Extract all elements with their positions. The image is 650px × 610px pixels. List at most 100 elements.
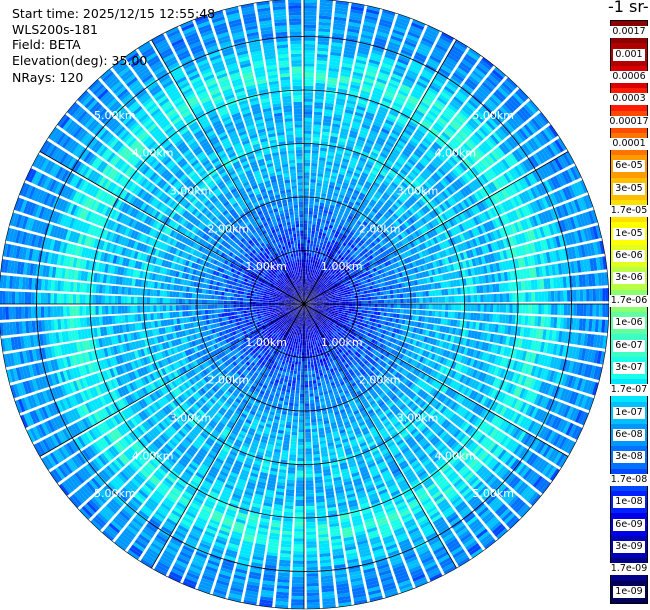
beta-gate xyxy=(426,25,440,34)
beta-gate xyxy=(317,44,329,49)
beta-gate xyxy=(344,265,349,270)
beta-gate xyxy=(338,307,343,310)
beta-gate xyxy=(453,116,464,126)
beta-gate xyxy=(331,274,335,278)
beta-gate xyxy=(334,159,341,165)
beta-gate xyxy=(354,239,360,244)
beta-gate xyxy=(329,301,333,303)
beta-gate xyxy=(505,77,518,89)
beta-gate xyxy=(493,67,506,78)
beta-gate xyxy=(415,190,423,198)
beta-gate xyxy=(480,304,484,312)
beta-gate xyxy=(396,61,408,69)
beta-gate xyxy=(328,286,332,290)
beta-gate xyxy=(304,127,312,131)
beta-gate xyxy=(406,123,416,131)
beta-gate xyxy=(304,217,308,221)
beta-gate xyxy=(350,209,357,215)
beta-gate xyxy=(342,297,346,300)
beta-gate xyxy=(381,239,387,245)
beta-gate xyxy=(370,199,377,205)
beta-gate xyxy=(368,230,374,236)
beta-gate xyxy=(424,92,435,101)
beta-gate xyxy=(304,18,317,22)
beta-gate xyxy=(345,145,354,151)
beta-gate xyxy=(431,104,442,114)
beta-gate xyxy=(366,5,381,12)
beta-gate xyxy=(351,306,356,309)
beta-gate xyxy=(408,217,415,224)
beta-gate xyxy=(316,66,327,71)
beta-gate xyxy=(308,297,312,300)
beta-gate xyxy=(480,106,491,117)
beta-gate xyxy=(411,215,418,222)
beta-gate xyxy=(309,275,312,280)
beta-gate xyxy=(360,154,368,160)
beta-gate xyxy=(367,238,373,244)
beta-gate xyxy=(398,241,404,247)
beta-gate xyxy=(383,308,388,312)
beta-gate xyxy=(370,241,376,247)
beta-gate xyxy=(356,236,362,242)
beta-gate xyxy=(347,25,361,31)
beta-gate xyxy=(336,265,340,270)
beta-gate xyxy=(360,313,365,317)
beta-gate xyxy=(424,115,435,124)
beta-gate xyxy=(362,120,372,127)
beta-gate xyxy=(426,112,437,121)
beta-gate xyxy=(304,111,313,115)
beta-gate xyxy=(394,176,402,184)
beta-gate xyxy=(466,286,471,294)
beta-gate xyxy=(402,166,410,174)
beta-gate xyxy=(461,174,470,184)
beta-gate xyxy=(532,170,541,183)
beta-gate xyxy=(313,127,321,132)
beta-gate xyxy=(355,264,361,269)
beta-gate xyxy=(404,211,411,219)
beta-gate xyxy=(314,294,318,297)
beta-gate xyxy=(435,99,446,108)
beta-gate xyxy=(486,98,498,110)
beta-gate xyxy=(358,252,364,257)
beta-gate xyxy=(390,132,399,140)
beta-gate xyxy=(332,308,336,311)
beta-gate xyxy=(317,293,321,296)
beta-gate xyxy=(339,305,343,308)
beta-gate xyxy=(354,111,364,118)
beta-gate xyxy=(337,283,341,287)
beta-gate xyxy=(327,80,338,85)
beta-gate xyxy=(330,265,334,269)
beta-gate xyxy=(319,277,323,281)
beta-gate xyxy=(459,212,467,221)
beta-gate xyxy=(432,124,442,133)
beta-gate xyxy=(509,304,513,313)
beta-gate xyxy=(383,290,387,295)
beta-gate xyxy=(353,225,358,231)
beta-gate xyxy=(476,313,481,321)
beta-gate xyxy=(394,64,407,72)
beta-gate xyxy=(382,180,390,187)
beta-gate xyxy=(304,297,306,301)
beta-gate xyxy=(390,181,398,189)
beta-gate xyxy=(374,304,378,308)
beta-gate xyxy=(317,47,329,52)
beta-gate xyxy=(368,221,375,227)
beta-gate xyxy=(419,304,423,310)
beta-gate xyxy=(458,147,468,157)
beta-gate xyxy=(342,263,347,268)
beta-gate xyxy=(425,223,432,231)
beta-gate xyxy=(419,101,430,109)
beta-gate xyxy=(444,211,451,220)
beta-gate xyxy=(385,211,392,217)
beta-gate xyxy=(339,134,348,140)
beta-gate xyxy=(372,233,378,239)
beta-gate xyxy=(325,96,335,101)
beta-gate xyxy=(330,45,343,50)
beta-gate xyxy=(306,275,309,279)
beta-gate xyxy=(354,273,359,278)
beta-gate xyxy=(557,290,561,302)
beta-gate xyxy=(334,7,348,12)
beta-gate xyxy=(304,233,307,237)
beta-gate xyxy=(396,308,401,314)
beta-gate xyxy=(342,242,347,247)
